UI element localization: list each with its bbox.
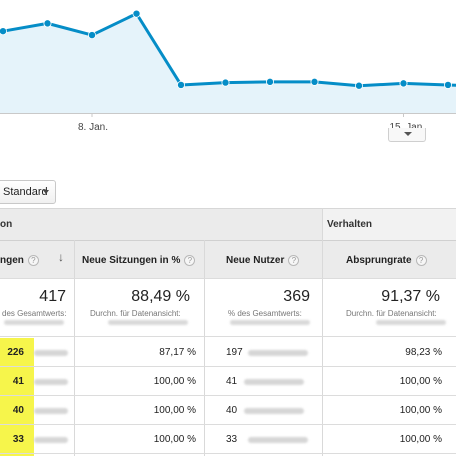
chart-point-3[interactable] [132,9,141,18]
column-divider [322,208,323,456]
summary-bounce-rate-value: 91,37 % [381,288,440,305]
chart-point-8[interactable] [354,81,363,90]
sessions-line-chart: 8. Jan. 15. Jan. [0,0,456,150]
col-header-sessions[interactable]: ngen? ↓ [0,240,74,278]
row-divider [0,278,456,279]
row-divider [0,453,456,454]
chart-point-6[interactable] [265,77,274,86]
chevron-down-icon [404,132,412,136]
chart-point-1[interactable] [43,19,52,28]
chart-point-9[interactable] [399,79,408,88]
cell-new-users: 40 [226,405,238,416]
cell-new-users: 197 [226,347,243,358]
sort-arrow-icon[interactable]: ↓ [58,250,64,264]
cell-new-sessions-pct: 100,00 % [153,434,196,445]
chart-point-0[interactable] [0,27,7,36]
chart-point-10[interactable] [443,80,452,89]
help-icon[interactable]: ? [184,255,196,266]
chart-point-5[interactable] [221,78,230,87]
summary-bounce-rate: 91,37 % Durchn. für Datenansicht: [322,278,456,336]
chart-point-7[interactable] [310,77,319,86]
col-header-bounce-rate[interactable]: Absprungrate? [322,240,456,278]
blurred-value [244,379,304,385]
cell-bounce-rate: 100,00 % [399,434,442,445]
table-row[interactable]: 40 100,00 % 40 100,00 % [0,396,456,425]
blurred-value [248,437,308,443]
chart-series-line [0,12,456,88]
view-dropdown[interactable]: Standard [0,180,56,204]
x-tick-label-0: 8. Jan. [78,122,108,133]
table-row[interactable]: 41 100,00 % 41 100,00 % [0,367,456,396]
blurred-value [4,320,64,325]
column-divider [74,240,75,456]
cell-sessions: 41 [12,376,24,387]
cell-new-sessions-pct: 100,00 % [153,376,196,387]
col-new-sessions-label: Neue Sitzungen in % [82,255,181,267]
cell-bounce-rate: 100,00 % [399,405,442,416]
help-icon[interactable]: ? [27,255,39,266]
blurred-value [230,320,310,325]
help-icon[interactable]: ? [288,255,300,266]
summary-new-sessions-sub: Durchn. für Datenansicht: [90,309,181,318]
row-divider [0,395,456,396]
blurred-value [376,320,446,325]
cell-new-users: 41 [226,376,238,387]
col-new-users-label: Neue Nutzer [226,255,285,267]
group-header-behavior: Verhalten [322,208,456,240]
summary-new-sessions-pct: 88,49 % Durchn. für Datenansicht: [74,278,204,336]
cell-sessions: 226 [7,347,24,358]
summary-new-users-value: 369 [283,288,310,305]
blurred-value [244,408,304,414]
cell-sessions: 33 [12,434,24,445]
cell-new-sessions-pct: 100,00 % [153,405,196,416]
group-header-behavior-label: Verhalten [327,219,373,230]
view-dropdown-label: Standard [3,186,48,198]
row-divider [0,424,456,425]
summary-sessions-value: 417 [39,288,66,305]
chart-point-4[interactable] [176,80,185,89]
table-row[interactable]: 33 100,00 % 33 100,00 % [0,425,456,454]
summary-sessions-sub: des Gesamtwerts: [2,309,67,318]
row-divider [0,366,456,367]
col-sessions-label: ngen [0,255,24,267]
cell-sessions: 40 [12,405,24,416]
summary-bounce-sub: Durchn. für Datenansicht: [346,309,437,318]
caret-down-icon [43,190,49,194]
summary-sessions: 417 des Gesamtwerts: [0,278,74,336]
chart-point-2[interactable] [88,31,97,40]
row-divider [0,336,456,337]
column-divider [204,240,205,456]
cell-bounce-rate: 100,00 % [399,376,442,387]
chart-svg: 8. Jan. 15. Jan. [0,9,456,133]
group-header-acquisition-label: on [0,219,13,230]
summary-new-sessions-value: 88,49 % [131,288,190,305]
col-header-new-sessions-pct[interactable]: Neue Sitzungen in %? [74,240,204,278]
blurred-value [34,437,68,443]
highlight-marker [0,338,34,456]
chart-area-fill [0,13,456,113]
group-header-acquisition: on [0,208,322,240]
help-icon[interactable]: ? [415,255,427,266]
chart-toggle-button[interactable] [388,128,426,142]
table-row[interactable]: 226 87,17 % 197 98,23 % [0,338,456,367]
blurred-value [34,379,68,385]
cell-new-sessions-pct: 87,17 % [159,347,196,358]
col-header-new-users[interactable]: Neue Nutzer? [204,240,322,278]
cell-new-users: 33 [226,434,238,445]
blurred-value [34,350,68,356]
col-bounce-rate-label: Absprungrate [346,255,412,267]
blurred-value [108,320,188,325]
cell-bounce-rate: 98,23 % [405,347,442,358]
blurred-value [248,350,308,356]
summary-new-users-sub: % des Gesamtwerts: [228,309,302,318]
summary-new-users: 369 % des Gesamtwerts: [204,278,322,336]
blurred-value [34,408,68,414]
x-tick-label-1: 15. Jan. [390,122,426,133]
